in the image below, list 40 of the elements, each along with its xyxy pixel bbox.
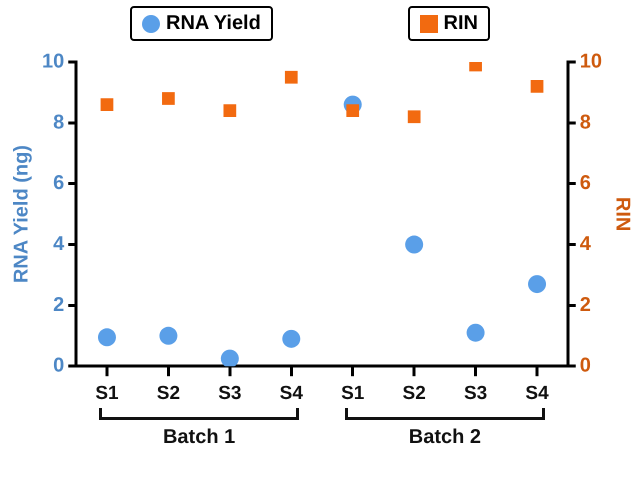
y-tick-label: 2 bbox=[53, 294, 64, 316]
point bbox=[162, 92, 175, 105]
point bbox=[405, 236, 424, 254]
y-tick-label: 8 bbox=[53, 111, 64, 134]
point bbox=[346, 104, 360, 118]
y2-tick-label: 0 bbox=[580, 354, 591, 377]
point bbox=[98, 328, 116, 346]
y2-tick-label: 4 bbox=[580, 233, 592, 256]
y-tick-label: 6 bbox=[53, 172, 64, 194]
legend-label: RIN bbox=[444, 12, 478, 35]
text: Batch 1 bbox=[162, 426, 236, 450]
x-tick-label: S3 bbox=[464, 382, 488, 404]
x-tick-label: S2 bbox=[156, 382, 180, 404]
point bbox=[530, 80, 544, 93]
x-tick-label: S2 bbox=[402, 382, 426, 404]
point bbox=[466, 324, 485, 342]
y-tick-label: 10 bbox=[42, 50, 64, 73]
y2-axis-title: RIN bbox=[611, 196, 634, 232]
y2-tick-label: 6 bbox=[580, 172, 591, 194]
point bbox=[100, 98, 114, 111]
point bbox=[528, 275, 546, 294]
y-axis-title: RNA Yield (ng) bbox=[10, 145, 33, 284]
point bbox=[282, 330, 300, 348]
x-tick-label: S1 bbox=[341, 382, 365, 404]
point bbox=[408, 110, 421, 124]
y2-tick-label: 10 bbox=[580, 50, 602, 73]
y2-tick-label: 2 bbox=[580, 294, 591, 316]
x-tick-label: S3 bbox=[218, 382, 242, 404]
x-tick-label: S4 bbox=[280, 382, 304, 404]
text: Batch 2 bbox=[408, 426, 481, 450]
point bbox=[223, 104, 236, 118]
y2-tick-label: 8 bbox=[580, 111, 591, 134]
x-tick-label: S4 bbox=[525, 382, 550, 404]
point bbox=[159, 326, 178, 345]
x-tick-label: S1 bbox=[95, 382, 120, 404]
point bbox=[220, 350, 239, 366]
y-tick-label: 0 bbox=[53, 354, 64, 377]
legend-label: RNA Yield bbox=[166, 12, 261, 35]
y-tick-label: 4 bbox=[53, 233, 66, 256]
point bbox=[284, 70, 298, 84]
